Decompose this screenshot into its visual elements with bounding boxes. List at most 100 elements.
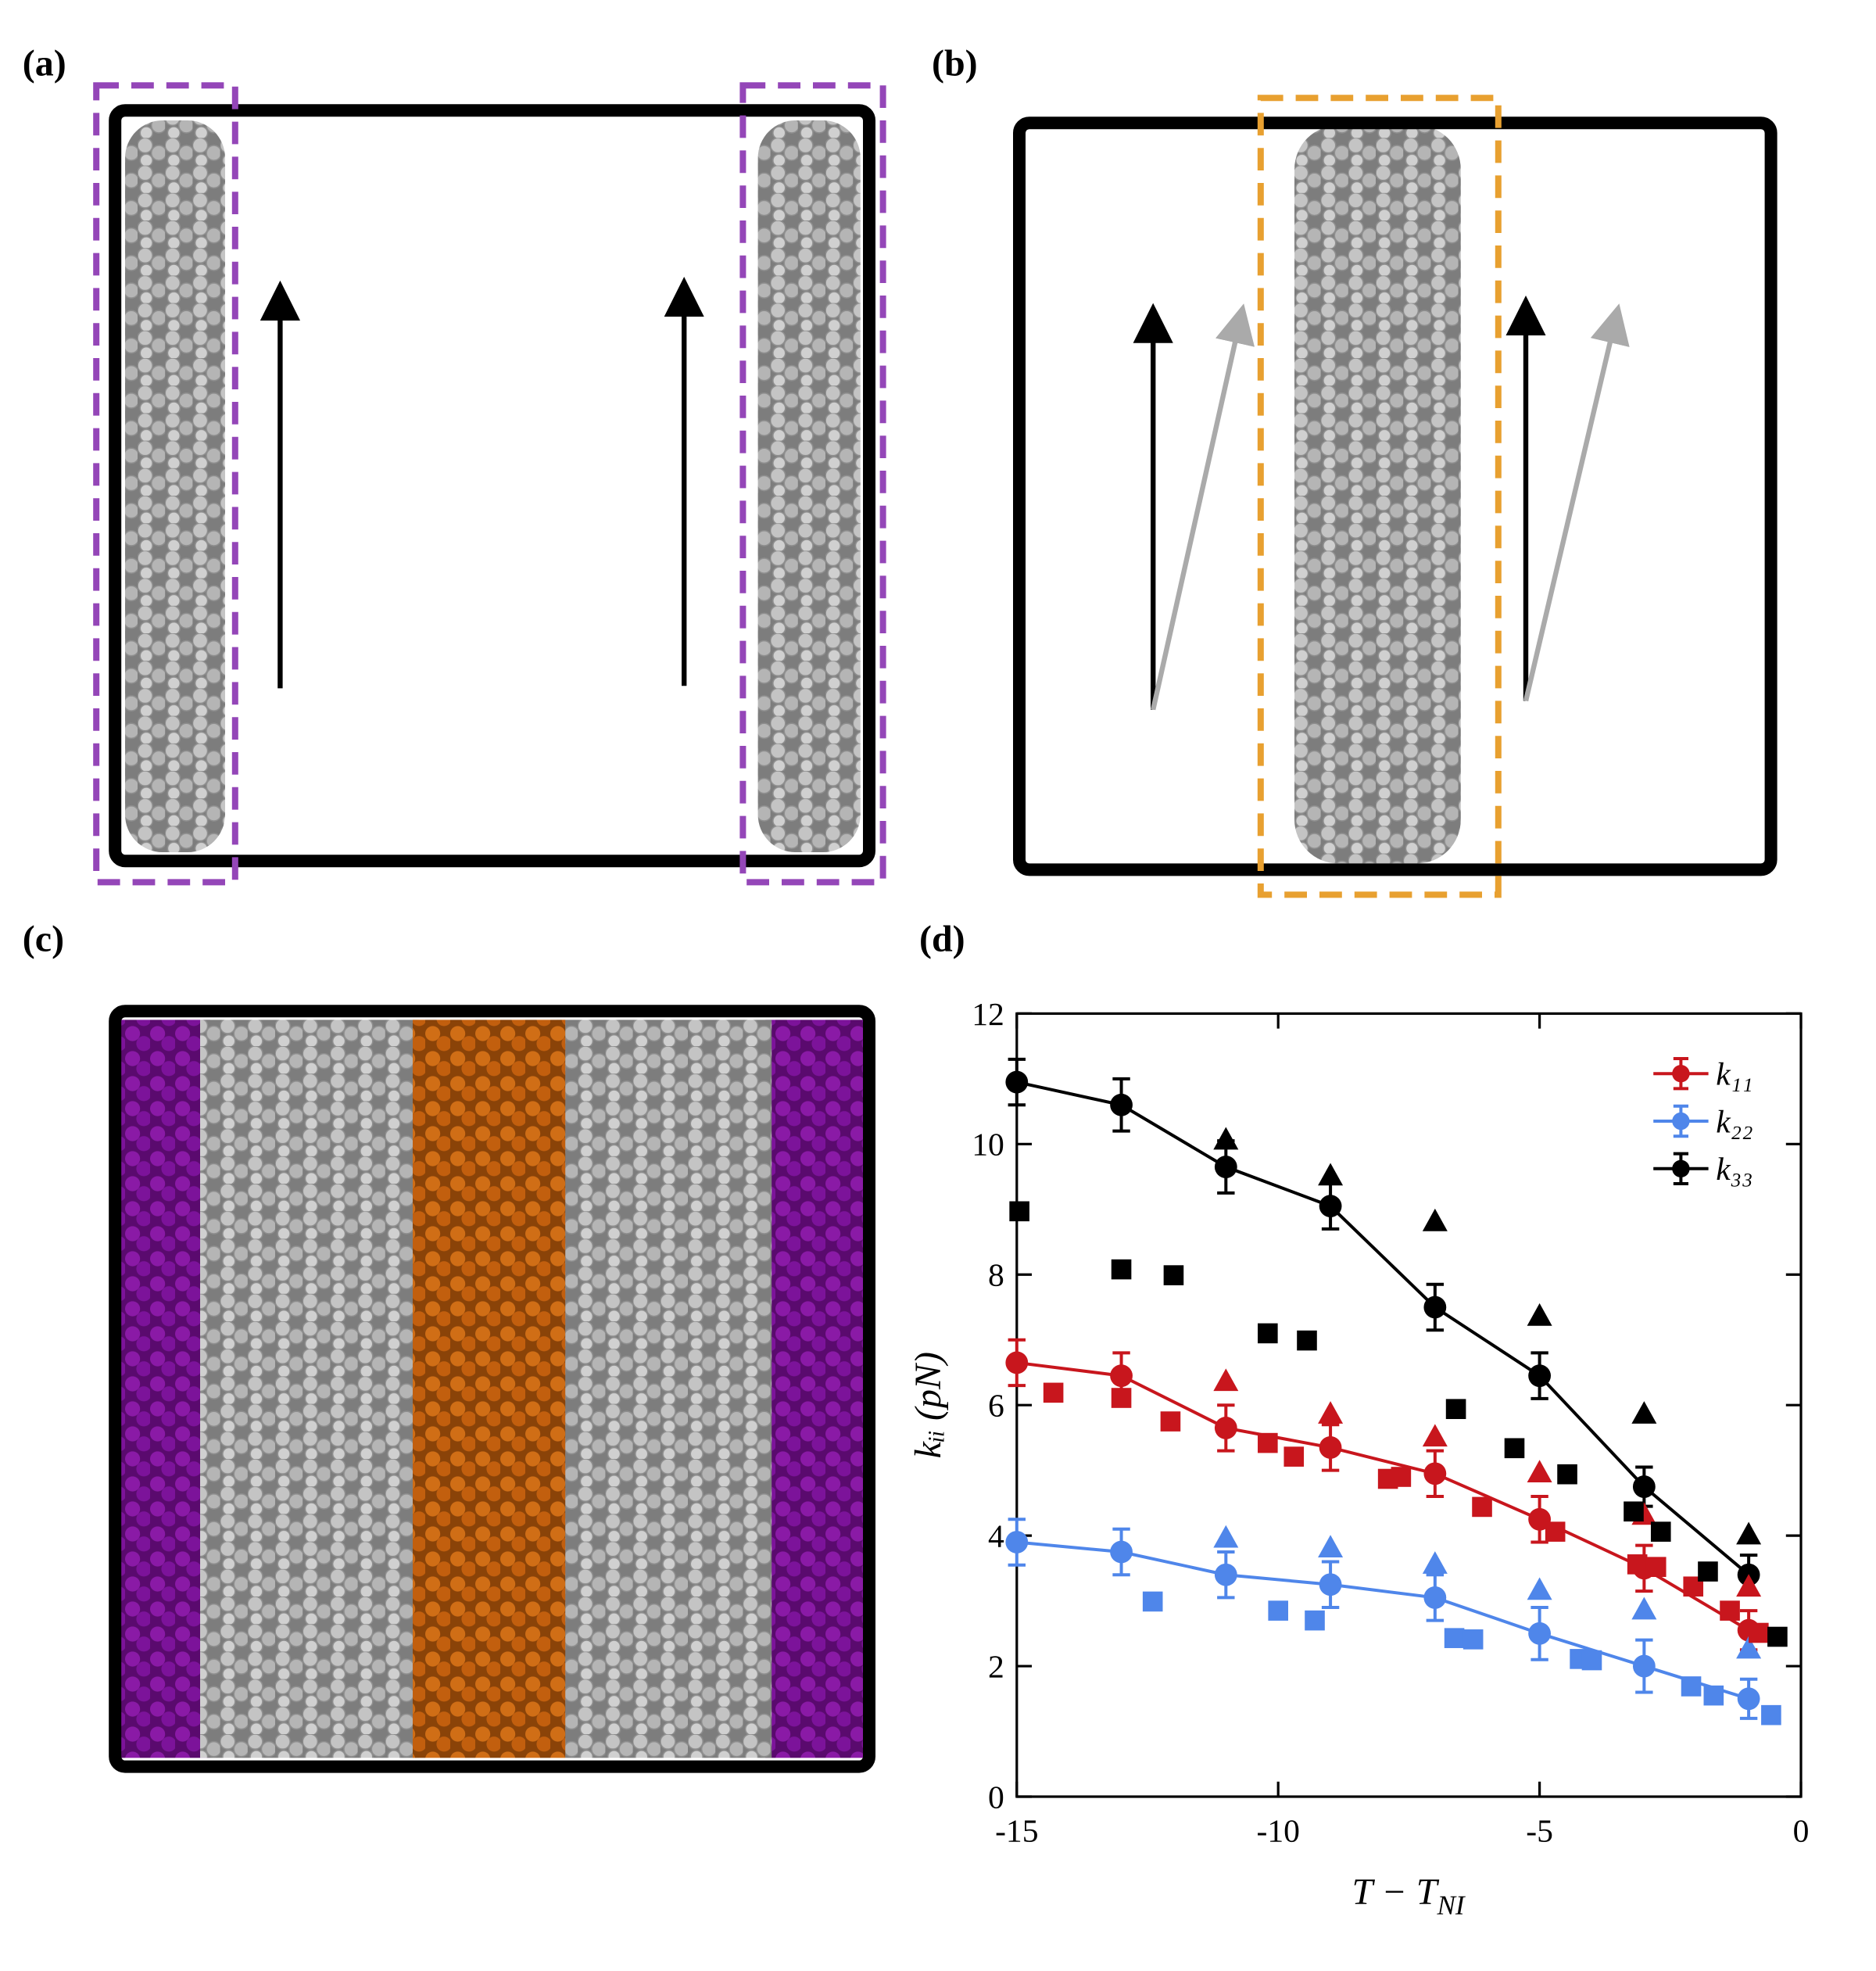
data-point: [1703, 1685, 1724, 1706]
data-point: [1111, 1259, 1132, 1280]
panel-label: (a): [23, 42, 66, 84]
data-point: [1557, 1464, 1577, 1485]
data-point: [1627, 1554, 1648, 1575]
data-point: [1423, 1295, 1447, 1319]
data-point: [1720, 1600, 1740, 1621]
data-point: [1681, 1676, 1702, 1697]
data-point: [1258, 1432, 1278, 1453]
x-axis-label: T − TNI: [1352, 1872, 1466, 1921]
gray-region: [557, 1020, 772, 1758]
data-point: [1319, 1573, 1342, 1597]
data-point: [1631, 1597, 1657, 1620]
dashed-region: [93, 82, 238, 886]
y-tick-label: 2: [988, 1648, 1004, 1684]
y-axis-label: kᵢᵢ (pN): [908, 1352, 949, 1458]
data-point: [1527, 1460, 1552, 1483]
data-point: [1214, 1156, 1237, 1178]
y-tick-label: 4: [988, 1518, 1004, 1554]
molecule-slab: [757, 120, 861, 852]
box: [1013, 116, 1778, 876]
legend-marker: [1672, 1159, 1690, 1177]
data-point: [1319, 1195, 1342, 1218]
dashed-region: [1257, 95, 1502, 898]
panel-a: [93, 82, 886, 886]
panel-label: (b): [932, 42, 978, 84]
data-point: [1297, 1330, 1317, 1351]
series-line: [1016, 1540, 1749, 1700]
data-point: [1761, 1704, 1781, 1726]
y-tick-label: 6: [988, 1388, 1004, 1424]
series-line: [1016, 1080, 1750, 1576]
legend-marker: [1672, 1065, 1690, 1083]
panel-b: [1013, 95, 1778, 898]
data-point: [1444, 1628, 1465, 1648]
data-point: [1528, 1364, 1551, 1388]
data-point: [1160, 1411, 1181, 1432]
data-point: [1009, 1201, 1029, 1222]
tilted-arrow: [1523, 303, 1630, 702]
data-point: [1632, 1475, 1656, 1498]
molecule-slab: [125, 120, 225, 852]
data-point: [1283, 1446, 1305, 1467]
panel-c: [109, 1005, 875, 1773]
data-point: [1214, 1563, 1237, 1586]
x-tick-label: -10: [1256, 1813, 1299, 1849]
legend-label: k₂₂: [1716, 1103, 1752, 1139]
legend-label: k₃₃: [1716, 1151, 1752, 1187]
data-point: [1504, 1438, 1525, 1459]
series-line: [1016, 1360, 1750, 1632]
gray-region: [200, 1020, 419, 1758]
data-point: [1527, 1577, 1552, 1600]
data-point: [1528, 1507, 1551, 1531]
data-point: [1423, 1462, 1447, 1485]
data-point: [1422, 1551, 1448, 1574]
data-point: [1110, 1540, 1133, 1564]
data-point: [1422, 1424, 1448, 1447]
x-axis-label-main: T − T: [1352, 1872, 1440, 1913]
data-point: [1391, 1467, 1412, 1487]
box: [109, 1005, 875, 1773]
data-point: [1749, 1622, 1769, 1643]
x-tick-label: 0: [1793, 1813, 1810, 1849]
box: [109, 104, 875, 868]
legend-label: k₁₁: [1716, 1056, 1752, 1092]
data-point: [1581, 1650, 1602, 1671]
x-tick-label: -5: [1526, 1813, 1553, 1849]
data-point: [1005, 1531, 1029, 1554]
data-point: [1163, 1265, 1184, 1285]
data-point: [1005, 1070, 1029, 1094]
data-point: [1736, 1574, 1762, 1597]
y-tick-label: 0: [988, 1779, 1004, 1815]
data-point: [1445, 1399, 1466, 1420]
data-point: [1213, 1127, 1239, 1150]
data-point: [1005, 1351, 1029, 1374]
data-point: [1462, 1629, 1484, 1650]
y-tick-label: 10: [972, 1127, 1004, 1163]
panel-label: (d): [919, 918, 965, 959]
panel-label: (c): [23, 918, 64, 959]
purple-region: [765, 1020, 866, 1758]
data-point: [1111, 1388, 1132, 1408]
data-point: [1422, 1208, 1448, 1231]
data-point: [1214, 1417, 1237, 1439]
chart: T − TNI kᵢᵢ (pN) -15 -10 -5 0 0 2 4 6 8 10 12 k₁₁ k₂…: [908, 996, 1809, 1921]
data-point: [1767, 1626, 1788, 1647]
data-point: [1528, 1622, 1551, 1645]
x-axis-label-sub: NI: [1436, 1890, 1466, 1920]
data-point: [1645, 1557, 1667, 1577]
y-tick-label: 8: [988, 1257, 1004, 1293]
data-point: [1110, 1093, 1133, 1116]
data-point: [1545, 1521, 1566, 1542]
tilted-arrow: [1151, 303, 1255, 711]
data-point: [1318, 1401, 1344, 1424]
data-point: [1472, 1496, 1492, 1518]
data-point: [1737, 1687, 1760, 1711]
data-point: [1698, 1561, 1718, 1582]
orange-region: [413, 1020, 566, 1758]
data-point: [1624, 1501, 1644, 1522]
data-point: [1110, 1364, 1133, 1388]
data-point: [1631, 1401, 1657, 1424]
data-point: [1268, 1600, 1288, 1621]
data-point: [1736, 1636, 1762, 1659]
